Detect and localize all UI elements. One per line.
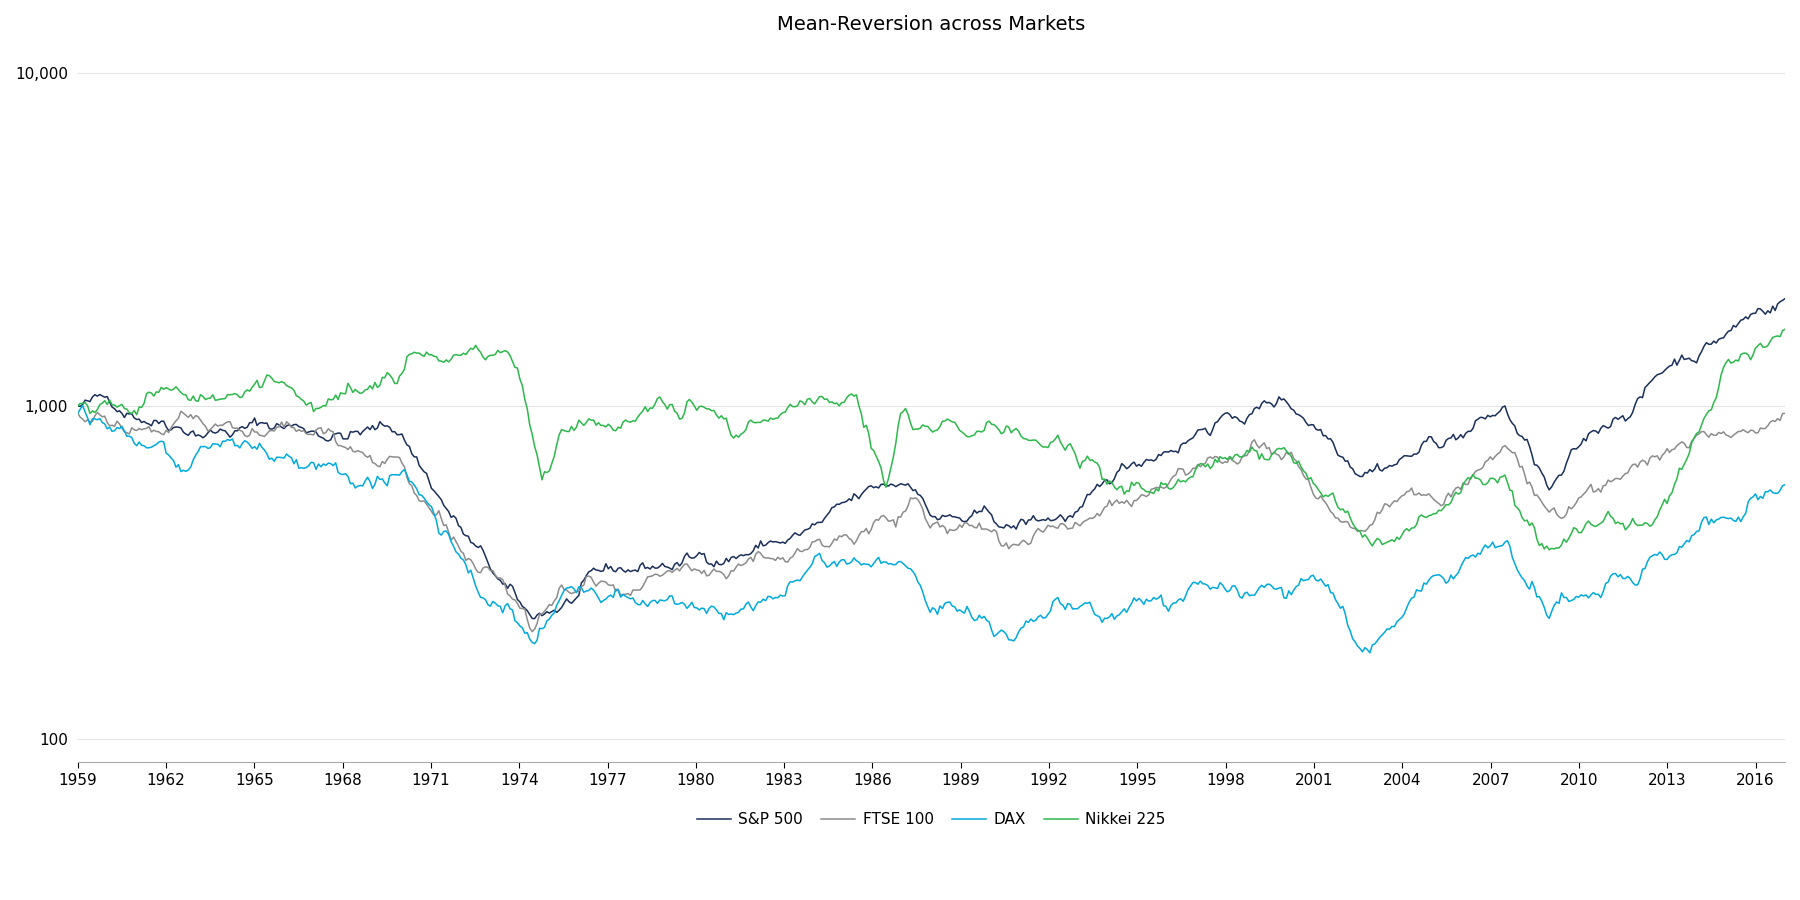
- Line: Nikkei 225: Nikkei 225: [77, 329, 1786, 550]
- DAX: [1359, 647, 1381, 658]
- Nikkei 225: [1636, 518, 1658, 529]
- FTSE 100: [1640, 453, 1661, 464]
- DAX: [72, 400, 94, 410]
- Nikkei 225: [490, 347, 511, 358]
- S&P 500: [1651, 367, 1672, 378]
- Line: FTSE 100: FTSE 100: [77, 411, 1786, 632]
- FTSE 100: [491, 574, 513, 585]
- S&P 500: [524, 613, 545, 624]
- DAX: [1640, 552, 1661, 562]
- Legend: S&P 500, FTSE 100, DAX, Nikkei 225: S&P 500, FTSE 100, DAX, Nikkei 225: [691, 806, 1172, 833]
- Nikkei 225: [1314, 490, 1336, 500]
- Line: S&P 500: S&P 500: [77, 299, 1786, 618]
- Title: Mean-Reversion across Markets: Mean-Reversion across Markets: [778, 15, 1085, 34]
- S&P 500: [490, 575, 511, 586]
- FTSE 100: [1319, 506, 1341, 517]
- FTSE 100: [1775, 408, 1796, 418]
- FTSE 100: [522, 626, 544, 637]
- FTSE 100: [169, 406, 191, 417]
- Nikkei 225: [1199, 464, 1220, 474]
- DAX: [1318, 580, 1339, 590]
- DAX: [1654, 554, 1676, 564]
- S&P 500: [1775, 293, 1796, 304]
- Nikkei 225: [1651, 500, 1672, 510]
- Nikkei 225: [67, 400, 88, 411]
- Nikkei 225: [661, 399, 682, 410]
- S&P 500: [1636, 380, 1658, 391]
- Nikkei 225: [1539, 544, 1561, 555]
- S&P 500: [1318, 434, 1339, 445]
- FTSE 100: [1654, 447, 1676, 458]
- DAX: [1775, 480, 1796, 491]
- FTSE 100: [1204, 451, 1226, 462]
- S&P 500: [664, 559, 686, 570]
- DAX: [664, 598, 686, 609]
- Line: DAX: DAX: [77, 405, 1786, 652]
- DAX: [491, 608, 513, 618]
- DAX: [67, 408, 88, 418]
- S&P 500: [1202, 424, 1224, 435]
- S&P 500: [67, 400, 88, 411]
- DAX: [1202, 582, 1224, 593]
- Nikkei 225: [1775, 324, 1796, 335]
- FTSE 100: [67, 408, 88, 418]
- FTSE 100: [666, 563, 688, 574]
